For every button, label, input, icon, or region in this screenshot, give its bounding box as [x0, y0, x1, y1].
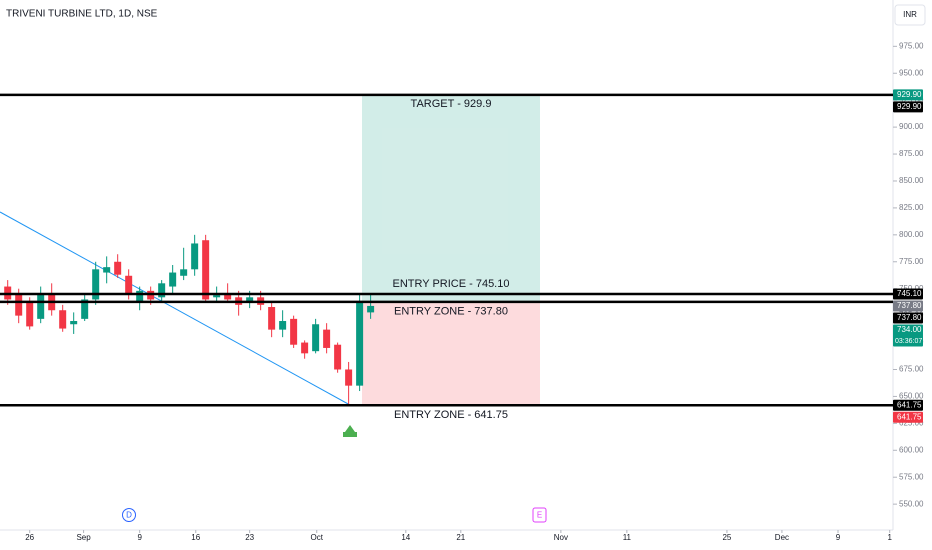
candle-body — [224, 294, 232, 300]
price-tag-label: 737.80 — [897, 301, 922, 310]
price-tag — [893, 411, 923, 423]
x-tick-label: Nov — [554, 533, 568, 542]
currency: INR — [903, 10, 917, 19]
candle-body — [279, 321, 287, 330]
candle-body — [268, 307, 276, 330]
candle-body — [323, 329, 331, 348]
candle-body — [345, 369, 353, 386]
x-tick-label: 23 — [245, 533, 254, 542]
candle-body — [290, 318, 298, 345]
candle-body — [312, 324, 320, 352]
price-tag-label: 745.10 — [897, 289, 922, 298]
y-tick-label: 875.00 — [899, 149, 924, 158]
candle-body — [356, 301, 364, 386]
candle-body — [213, 295, 221, 298]
candle-body — [334, 344, 342, 370]
candle-body — [26, 301, 34, 327]
price-tag-label: 737.80 — [897, 313, 922, 322]
stop-zone — [362, 301, 540, 406]
dividend-marker — [122, 508, 136, 522]
marker-label: E — [537, 511, 542, 520]
price-tag — [893, 324, 923, 347]
y-tick-label: 800.00 — [899, 230, 924, 239]
y-tick-label: 825.00 — [899, 203, 924, 212]
x-tick-label: Sep — [76, 533, 91, 542]
price-tag — [893, 300, 923, 312]
level-label: ENTRY ZONE - 641.75 — [394, 409, 508, 421]
price-tag-label: 641.75 — [897, 412, 922, 421]
x-tick-label: 9 — [836, 533, 841, 542]
level-label: TARGET - 929.9 — [411, 98, 492, 110]
x-tick-label: 16 — [191, 533, 200, 542]
candle-body — [81, 299, 89, 319]
trend-line — [0, 211, 351, 406]
candle-body — [114, 261, 122, 275]
candle-body — [202, 240, 210, 300]
candle-body — [37, 294, 45, 319]
y-tick-label: 575.00 — [899, 472, 924, 481]
y-tick-label: 625.00 — [899, 418, 924, 427]
y-tick-label: 750.00 — [899, 284, 924, 293]
candle-body — [169, 272, 177, 287]
price-tag — [893, 312, 923, 324]
price-tag-label: 929.90 — [897, 102, 922, 111]
x-tick-label: 26 — [25, 533, 34, 542]
level-label: ENTRY ZONE - 737.80 — [394, 306, 508, 318]
price-tag — [893, 101, 923, 113]
candle-body — [367, 305, 375, 313]
currency-box[interactable] — [894, 4, 926, 26]
x-tick-label: 14 — [401, 533, 410, 542]
price-tag-label: 929.90 — [897, 90, 922, 99]
price-tag — [893, 399, 923, 411]
y-tick-label: 775.00 — [899, 257, 924, 266]
candle-body — [180, 269, 188, 276]
price-tag — [893, 288, 923, 300]
x-tick-label: 11 — [623, 533, 632, 542]
price-tag — [893, 89, 923, 101]
x-tick-label: Oct — [311, 533, 324, 542]
x-tick-label: 1 — [887, 533, 892, 542]
marker-label: D — [126, 511, 132, 520]
target-zone — [362, 94, 540, 302]
candle-body — [59, 310, 67, 329]
candle-body — [125, 275, 133, 295]
candle-body — [15, 294, 23, 316]
candle-body — [92, 269, 100, 300]
y-tick-label: 950.00 — [899, 68, 924, 77]
price-tag-label: 734.00 — [897, 325, 922, 334]
candle-body — [136, 290, 144, 303]
chart-title: TRIVENI TURBINE LTD, 1D, NSE — [6, 9, 158, 20]
candle-body — [103, 267, 111, 273]
y-tick-label: 650.00 — [899, 392, 924, 401]
x-tick-label: 9 — [137, 533, 142, 542]
x-tick-label: 21 — [456, 533, 465, 542]
candle-body — [70, 321, 78, 325]
x-tick-label: 25 — [722, 533, 731, 542]
candle-body — [246, 297, 254, 302]
x-tick-label: Dec — [775, 533, 789, 542]
y-tick-label: 850.00 — [899, 176, 924, 185]
signal-marker — [343, 425, 357, 437]
level-label: ENTRY PRICE - 745.10 — [393, 278, 510, 290]
y-tick-label: 600.00 — [899, 445, 924, 454]
countdown: 03:36:07 — [895, 338, 922, 345]
price-tag-label: 641.75 — [897, 400, 922, 409]
candle-body — [191, 243, 199, 270]
y-tick-label: 900.00 — [899, 122, 924, 131]
y-tick-label: 675.00 — [899, 365, 924, 374]
y-tick-label: 975.00 — [899, 41, 924, 50]
y-tick-label: 550.00 — [899, 499, 924, 508]
candle-body — [158, 283, 166, 298]
candle-body — [301, 342, 309, 354]
earnings-marker — [532, 507, 547, 523]
